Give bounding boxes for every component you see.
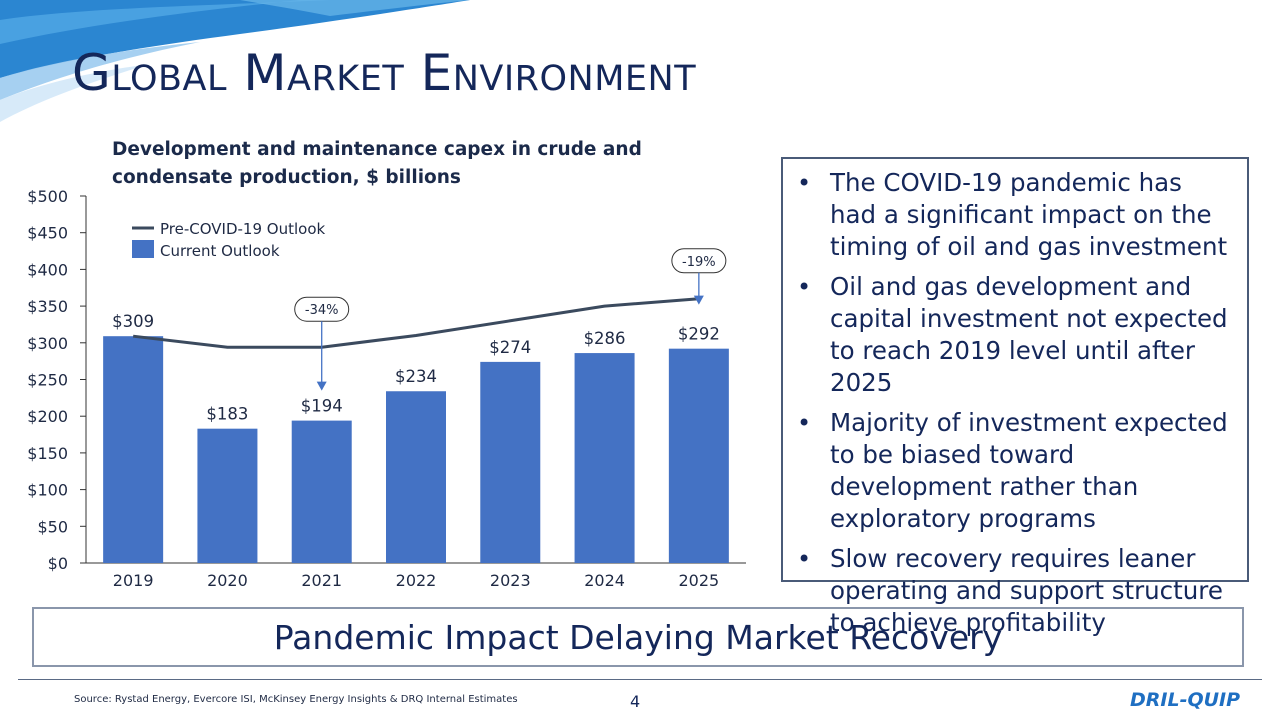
summary-banner: Pandemic Impact Delaying Market Recovery [32, 607, 1244, 667]
x-tick-label-2022: 2022 [396, 571, 437, 590]
pre-covid-outlook-line [132, 297, 699, 349]
y-tick-label: $450 [27, 224, 68, 243]
annotation-text-2021: -34% [305, 303, 339, 318]
logo-wordmark: DRIL-QUIP [1130, 689, 1240, 710]
y-tick-label: $150 [27, 444, 68, 463]
bar-value-label-2024: $286 [584, 329, 626, 348]
legend-swatch-current [132, 240, 154, 258]
bar-2024 [574, 353, 635, 563]
y-tick-label: $500 [27, 187, 68, 206]
legend-label-pre-covid: Pre-COVID-19 Outlook [160, 220, 325, 238]
annotation-arrow-head-2021 [316, 381, 327, 391]
y-tick-label: $300 [27, 334, 68, 353]
key-point-1: The COVID-19 pandemic has had a signific… [791, 167, 1233, 263]
corner-wave-decoration [0, 0, 470, 122]
x-tick-label-2024: 2024 [584, 571, 625, 590]
legend-label-current: Current Outlook [160, 242, 280, 260]
bar-2025 [668, 348, 729, 563]
x-tick-label-2025: 2025 [678, 571, 719, 590]
bar-value-label-2021: $194 [301, 397, 343, 416]
y-tick-label: $400 [27, 260, 68, 279]
x-tick-label-2020: 2020 [207, 571, 248, 590]
bar-2023 [480, 361, 541, 563]
bar-2020 [197, 428, 258, 563]
dril-quip-logo: DRIL-QUIP [1130, 689, 1240, 710]
bar-2022 [386, 391, 446, 563]
bar-value-label-2022: $234 [395, 367, 437, 386]
key-points-box: The COVID-19 pandemic has had a signific… [781, 157, 1249, 637]
bar-2021 [291, 420, 352, 563]
x-tick-label-2023: 2023 [490, 571, 531, 590]
y-tick-label: $200 [27, 407, 68, 426]
footer-divider [18, 679, 1262, 680]
key-points-list: The COVID-19 pandemic has had a signific… [791, 167, 1233, 639]
y-tick-label: $250 [27, 371, 68, 390]
x-tick-label-2021: 2021 [301, 571, 342, 590]
annotation-arrow-head-2025 [693, 295, 704, 305]
chart-heading-line-1: Development and maintenance capex in cru… [112, 139, 642, 160]
page-number: 4 [630, 692, 641, 711]
bar-2019 [103, 336, 164, 563]
capex-bar-line-chart: $0 $50 $100 $150 $200 $250 $300 $350 $400 $450 $50… [27, 187, 746, 590]
bar-value-label-2020: $183 [206, 405, 248, 424]
y-tick-label: $100 [27, 481, 68, 500]
y-tick-label: $350 [27, 297, 68, 316]
source-note: Source: Rystad Energy, Evercore ISI, McK… [74, 694, 518, 705]
y-tick-label: $0 [48, 554, 68, 573]
bar-value-label-2025: $292 [678, 325, 720, 344]
slide-title: Global Market Environment [72, 44, 697, 102]
key-point-4: Slow recovery requires leaner operating … [791, 543, 1233, 639]
y-tick-label: $50 [37, 517, 68, 536]
annotation-text-2025: -19% [682, 255, 716, 270]
bar-value-label-2023: $274 [489, 338, 531, 357]
chart-heading: Development and maintenance capex in cru… [112, 136, 672, 192]
key-point-2: Oil and gas development and capital inve… [791, 271, 1233, 399]
bar-value-label-2019: $309 [112, 312, 154, 331]
x-tick-label-2019: 2019 [113, 571, 154, 590]
key-point-3: Majority of investment expected to be bi… [791, 407, 1233, 535]
chart-heading-line-2: condensate production, $ billions [112, 167, 461, 188]
